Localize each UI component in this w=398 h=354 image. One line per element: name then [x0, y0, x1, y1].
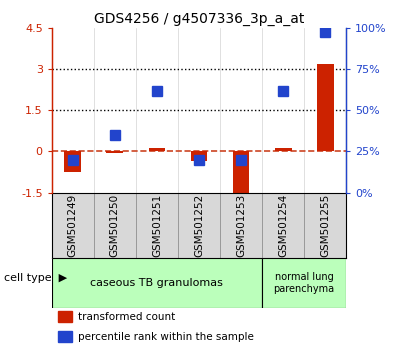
Text: percentile rank within the sample: percentile rank within the sample — [78, 332, 254, 342]
Text: GSM501254: GSM501254 — [278, 194, 288, 257]
Text: GSM501249: GSM501249 — [68, 194, 78, 257]
Text: cell type  ▶: cell type ▶ — [4, 273, 67, 283]
Bar — [317, 64, 334, 152]
Text: GSM501253: GSM501253 — [236, 194, 246, 257]
Bar — [262, 258, 346, 308]
Text: GSM501251: GSM501251 — [152, 194, 162, 257]
Text: transformed count: transformed count — [78, 312, 176, 322]
Bar — [58, 312, 72, 322]
Bar — [191, 152, 207, 161]
Bar — [64, 152, 81, 172]
Bar — [58, 331, 72, 342]
Text: GSM501250: GSM501250 — [110, 194, 120, 257]
Bar — [275, 148, 292, 152]
Bar — [52, 258, 262, 308]
Title: GDS4256 / g4507336_3p_a_at: GDS4256 / g4507336_3p_a_at — [94, 12, 304, 26]
Bar — [148, 148, 165, 152]
Text: GSM501255: GSM501255 — [320, 194, 330, 257]
Text: caseous TB granulomas: caseous TB granulomas — [90, 278, 223, 288]
Bar — [233, 152, 250, 194]
Bar — [106, 152, 123, 153]
Text: GSM501252: GSM501252 — [194, 194, 204, 257]
Text: normal lung
parenchyma: normal lung parenchyma — [273, 272, 335, 294]
